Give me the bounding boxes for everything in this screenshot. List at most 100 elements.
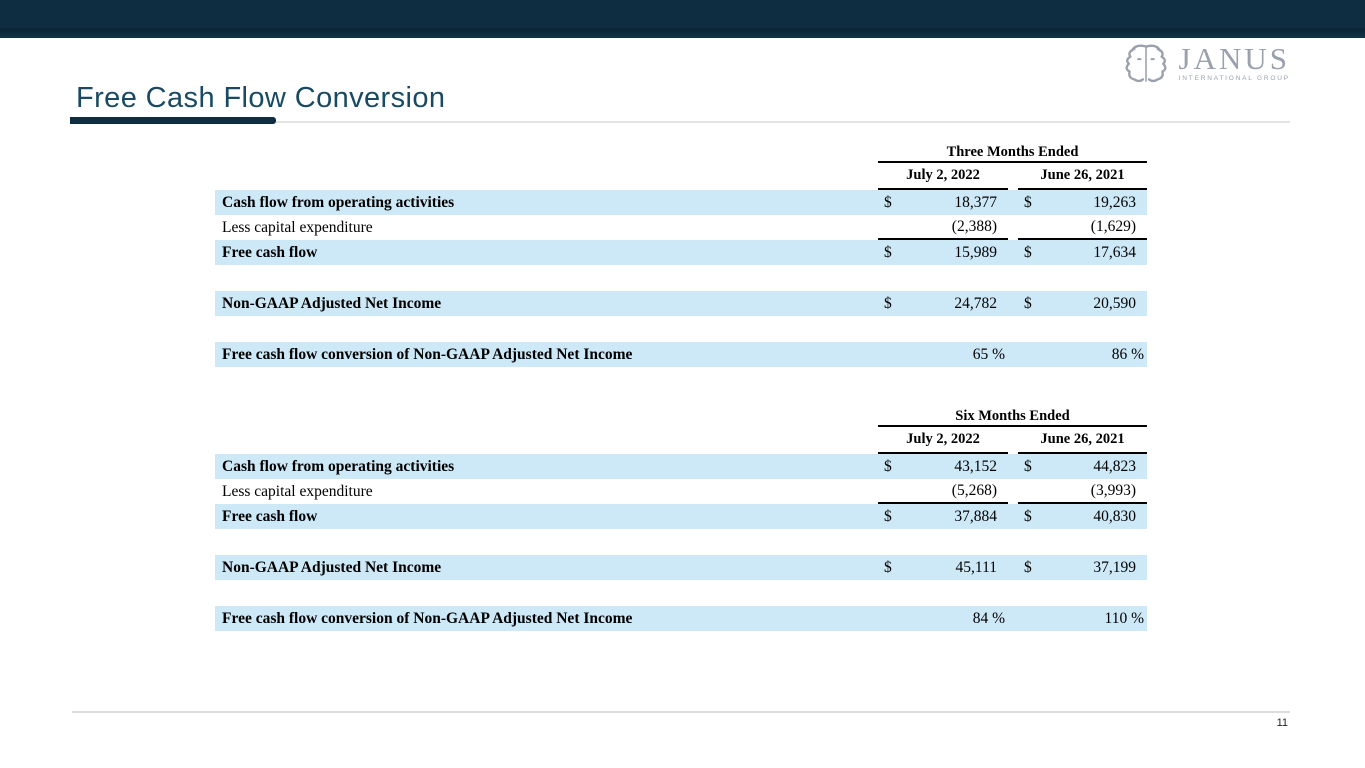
column-spacer [1008, 240, 1018, 265]
cell-value: 45,111 [955, 558, 997, 576]
dollar-sign: $ [884, 507, 892, 525]
value-cell-2022: $ 37,884 [878, 504, 1008, 529]
value-cell-2021: $ 17,634 [1018, 240, 1147, 265]
logo-subtitle: INTERNATIONAL GROUP [1178, 75, 1290, 82]
column-spacer [1008, 342, 1018, 367]
value-cell-2021: $ 37,199 [1018, 555, 1147, 580]
column-header-jul-2022: July 2, 2022 [878, 163, 1008, 190]
column-spacer [1008, 190, 1018, 215]
logo-name: JANUS [1178, 41, 1290, 76]
cell-value: 17,634 [1093, 243, 1136, 261]
table-row-free-cash-flow: Free cash flow $ 15,989 $ 17,634 [215, 240, 1147, 265]
column-spacer [1008, 504, 1018, 529]
page-number: 11 [1276, 717, 1288, 729]
cell-value: (2,388) [951, 217, 997, 235]
column-spacer [1008, 291, 1018, 316]
period-header-row: Three Months Ended [215, 144, 1147, 163]
dollar-sign: $ [884, 558, 892, 576]
value-cell-2022: $ 45,111 [878, 555, 1008, 580]
date-header-row: July 2, 2022 June 26, 2021 [215, 163, 1147, 190]
value-cell-2022: 65 % [878, 342, 1008, 367]
row-label: Less capital expenditure [222, 218, 373, 236]
cell-value: 15,989 [954, 243, 997, 261]
value-cell-2022: $ 18,377 [878, 190, 1008, 215]
cell-value: 86 % [1111, 345, 1144, 363]
footer-rule [72, 711, 1290, 713]
dollar-sign: $ [1024, 558, 1032, 576]
cell-value: 24,782 [954, 294, 997, 312]
dollar-sign: $ [1024, 457, 1032, 475]
cell-value: 20,590 [1093, 294, 1136, 312]
row-label: Non-GAAP Adjusted Net Income [215, 555, 878, 580]
period-header: Three Months Ended [878, 144, 1147, 163]
value-cell-2022: $ 15,989 [878, 240, 1008, 265]
cell-value: (3,993) [1090, 481, 1136, 499]
cell-value: 19,263 [1093, 193, 1136, 211]
table-row-capital-expenditure: Less capital expenditure (5,268) (3,993) [215, 479, 1147, 504]
value-cell-2021: 86 % [1018, 342, 1147, 367]
cell-value: (5,268) [951, 481, 997, 499]
cell-value: 110 % [1104, 609, 1144, 627]
cell-value: 40,830 [1093, 507, 1136, 525]
row-label: Free cash flow [215, 504, 878, 529]
table-row-operating-cash-flow: Cash flow from operating activities $ 43… [215, 454, 1147, 479]
table-row-free-cash-flow: Free cash flow $ 37,884 $ 40,830 [215, 504, 1147, 529]
cell-value: 37,884 [954, 507, 997, 525]
empty-cell [215, 163, 878, 190]
row-label: Cash flow from operating activities [215, 454, 878, 479]
dollar-sign: $ [884, 294, 892, 312]
row-label: Free cash flow [215, 240, 878, 265]
value-cell-2021: (1,629) [1018, 215, 1147, 240]
column-spacer [1008, 163, 1018, 190]
dollar-sign: $ [1024, 193, 1032, 211]
spacer-row [215, 529, 1147, 555]
table-row-non-gaap-net-income: Non-GAAP Adjusted Net Income $ 45,111 $ … [215, 555, 1147, 580]
column-spacer [1008, 215, 1018, 240]
cell-value: 65 % [972, 345, 1005, 363]
value-cell-2021: $ 44,823 [1018, 454, 1147, 479]
page-title: Free Cash Flow Conversion [76, 82, 446, 114]
dollar-sign: $ [1024, 294, 1032, 312]
janus-logo: JANUS INTERNATIONAL GROUP [1121, 40, 1290, 86]
cell-value: 37,199 [1093, 558, 1136, 576]
empty-cell [215, 408, 878, 427]
table-row-non-gaap-net-income: Non-GAAP Adjusted Net Income $ 24,782 $ … [215, 291, 1147, 316]
spacer-row [215, 265, 1147, 291]
dollar-sign: $ [1024, 507, 1032, 525]
value-cell-2022: (5,268) [878, 479, 1008, 504]
spacer-row [215, 316, 1147, 342]
row-label: Cash flow from operating activities [215, 190, 878, 215]
cell-value: 18,377 [954, 193, 997, 211]
period-header: Six Months Ended [878, 408, 1147, 427]
dollar-sign: $ [1024, 243, 1032, 261]
column-spacer [1008, 427, 1018, 454]
cell-value: 43,152 [954, 457, 997, 475]
column-spacer [1008, 555, 1018, 580]
period-header-row: Six Months Ended [215, 408, 1147, 427]
value-cell-2021: (3,993) [1018, 479, 1147, 504]
empty-cell [215, 144, 878, 163]
value-cell-2021: $ 20,590 [1018, 291, 1147, 316]
column-header-jul-2022: July 2, 2022 [878, 427, 1008, 454]
row-label: Less capital expenditure [222, 482, 373, 500]
cell-value: (1,629) [1090, 217, 1136, 235]
value-cell-2022: $ 24,782 [878, 291, 1008, 316]
value-cell-2021: $ 40,830 [1018, 504, 1147, 529]
table-row-capital-expenditure: Less capital expenditure (2,388) (1,629) [215, 215, 1147, 240]
value-cell-2022: 84 % [878, 606, 1008, 631]
table-row-fcf-conversion: Free cash flow conversion of Non-GAAP Ad… [215, 606, 1147, 631]
row-label: Non-GAAP Adjusted Net Income [215, 291, 878, 316]
cell-value: 84 % [972, 609, 1005, 627]
title-rule [74, 121, 1290, 123]
table-row-operating-cash-flow: Cash flow from operating activities $ 18… [215, 190, 1147, 215]
dollar-sign: $ [884, 243, 892, 261]
value-cell-2022: $ 43,152 [878, 454, 1008, 479]
title-accent-underline [70, 117, 276, 124]
date-header-row: July 2, 2022 June 26, 2021 [215, 427, 1147, 454]
logo-text: JANUS INTERNATIONAL GROUP [1178, 41, 1290, 82]
janus-two-faces-icon [1125, 44, 1167, 83]
value-cell-2021: 110 % [1018, 606, 1147, 631]
three-months-table: Three Months Ended July 2, 2022 June 26,… [215, 144, 1147, 367]
dollar-sign: $ [884, 193, 892, 211]
